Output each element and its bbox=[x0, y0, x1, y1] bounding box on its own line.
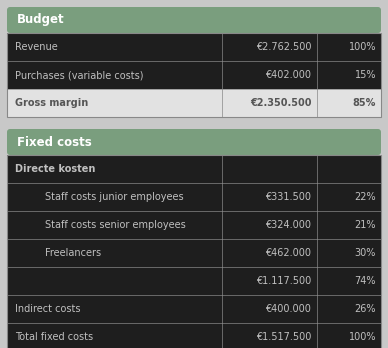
Bar bbox=[7, 267, 381, 295]
Bar bbox=[7, 89, 381, 117]
Bar bbox=[7, 295, 381, 323]
Text: Indirect costs: Indirect costs bbox=[15, 304, 80, 314]
Text: 100%: 100% bbox=[348, 42, 376, 52]
Text: €402.000: €402.000 bbox=[265, 70, 312, 80]
Text: Staff costs junior employees: Staff costs junior employees bbox=[45, 192, 184, 202]
Text: €400.000: €400.000 bbox=[265, 304, 312, 314]
Text: Gross margin: Gross margin bbox=[15, 98, 88, 108]
Text: 22%: 22% bbox=[354, 192, 376, 202]
Text: €324.000: €324.000 bbox=[265, 220, 312, 230]
Bar bbox=[7, 33, 381, 117]
Text: Directe kosten: Directe kosten bbox=[15, 164, 95, 174]
Text: €2.762.500: €2.762.500 bbox=[256, 42, 312, 52]
Text: 26%: 26% bbox=[355, 304, 376, 314]
Bar bbox=[7, 183, 381, 211]
Bar bbox=[7, 211, 381, 239]
Text: €2.350.500: €2.350.500 bbox=[250, 98, 312, 108]
Text: Fixed costs: Fixed costs bbox=[17, 135, 92, 149]
Bar bbox=[7, 155, 381, 348]
Text: Revenue: Revenue bbox=[15, 42, 58, 52]
FancyBboxPatch shape bbox=[7, 7, 381, 33]
FancyBboxPatch shape bbox=[7, 129, 381, 155]
Text: Purchases (variable costs): Purchases (variable costs) bbox=[15, 70, 144, 80]
Text: €462.000: €462.000 bbox=[265, 248, 312, 258]
Bar bbox=[7, 155, 381, 183]
Text: 21%: 21% bbox=[355, 220, 376, 230]
Bar bbox=[7, 61, 381, 89]
Text: 100%: 100% bbox=[348, 332, 376, 342]
Text: Budget: Budget bbox=[17, 14, 65, 26]
Text: €331.500: €331.500 bbox=[265, 192, 312, 202]
Text: 30%: 30% bbox=[355, 248, 376, 258]
Bar bbox=[7, 239, 381, 267]
Text: 15%: 15% bbox=[355, 70, 376, 80]
Bar bbox=[7, 33, 381, 61]
Bar bbox=[7, 323, 381, 348]
Text: 74%: 74% bbox=[355, 276, 376, 286]
Text: Total fixed costs: Total fixed costs bbox=[15, 332, 93, 342]
Text: Staff costs senior employees: Staff costs senior employees bbox=[45, 220, 186, 230]
Text: 85%: 85% bbox=[353, 98, 376, 108]
Text: €1.517.500: €1.517.500 bbox=[256, 332, 312, 342]
Text: €1.117.500: €1.117.500 bbox=[256, 276, 312, 286]
Text: Freelancers: Freelancers bbox=[45, 248, 101, 258]
